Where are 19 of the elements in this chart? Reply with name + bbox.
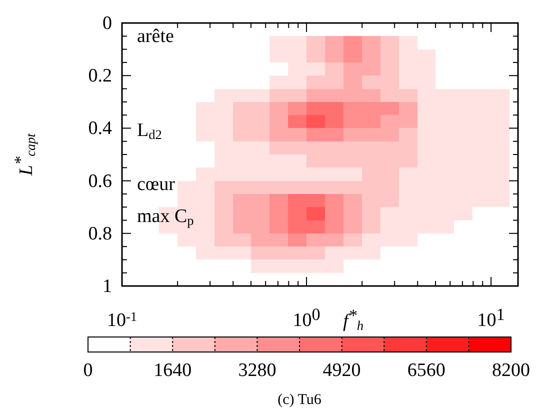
color-bar-label: 8200 [492, 360, 530, 381]
color-bar-label: 1640 [154, 360, 192, 381]
x-tick-label: 10$^{0}$ [292, 305, 320, 331]
y-tick-label: 0.4 [88, 118, 112, 140]
x-tick-label: 10$^{1}$ [477, 305, 505, 331]
color-bar-label: 6560 [407, 360, 446, 381]
annotation: arête [137, 26, 174, 47]
y-tick-label: 0 [102, 13, 112, 34]
y-tick-label: 0.2 [88, 66, 112, 87]
y-tick-label: 0.8 [88, 223, 112, 244]
y-tick-label: 1 [102, 276, 112, 297]
color-bar-label: 4920 [322, 360, 361, 381]
text: (c) Tu6 [278, 392, 322, 408]
annotation: L$_{d2}$ [137, 120, 162, 142]
annotation: max C$_{p}$ [137, 206, 194, 228]
y-tick-label: 0.6 [88, 170, 112, 192]
color-bar-label: 3280 [238, 360, 276, 381]
x-tick-label: 10$^{-1}$ [106, 309, 138, 331]
annotation: cœur [137, 174, 176, 195]
